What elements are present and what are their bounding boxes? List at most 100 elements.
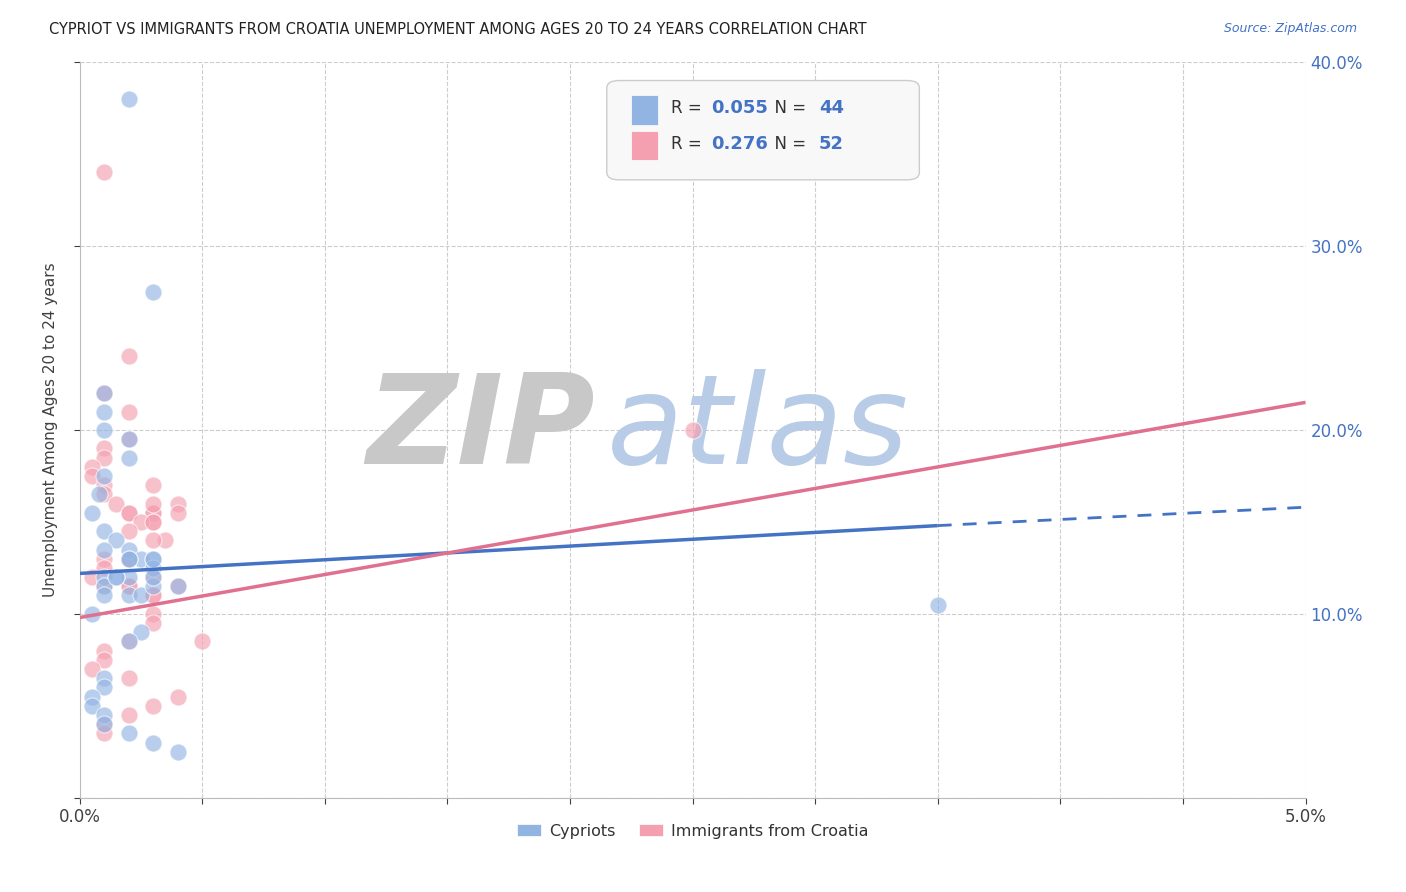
Point xyxy=(118,450,141,465)
Point xyxy=(142,579,165,593)
Point xyxy=(118,432,141,446)
Point xyxy=(93,524,115,538)
Text: Source: ZipAtlas.com: Source: ZipAtlas.com xyxy=(1223,22,1357,36)
Point xyxy=(80,570,103,584)
Text: 44: 44 xyxy=(818,100,844,118)
Point xyxy=(80,459,103,474)
Point xyxy=(80,506,103,520)
Point xyxy=(118,634,141,648)
Point xyxy=(118,506,141,520)
Point xyxy=(142,607,165,621)
Point xyxy=(93,643,115,657)
Point xyxy=(93,442,115,456)
Point xyxy=(129,515,152,529)
Point xyxy=(93,589,115,603)
Point xyxy=(118,92,141,106)
Point xyxy=(118,634,141,648)
Point xyxy=(118,551,141,566)
Point xyxy=(166,579,188,593)
Point xyxy=(142,736,165,750)
Point xyxy=(118,432,141,446)
Point xyxy=(93,717,115,731)
Point xyxy=(89,487,111,501)
Point xyxy=(93,570,115,584)
Point xyxy=(93,681,115,695)
Point xyxy=(118,350,141,364)
Point xyxy=(142,561,165,575)
Point xyxy=(166,745,188,759)
Legend: Cypriots, Immigrants from Croatia: Cypriots, Immigrants from Croatia xyxy=(510,817,875,845)
Text: N =: N = xyxy=(763,100,811,118)
Point xyxy=(93,579,115,593)
Point xyxy=(93,726,115,740)
Text: CYPRIOT VS IMMIGRANTS FROM CROATIA UNEMPLOYMENT AMONG AGES 20 TO 24 YEARS CORREL: CYPRIOT VS IMMIGRANTS FROM CROATIA UNEMP… xyxy=(49,22,868,37)
Point xyxy=(93,653,115,667)
Point xyxy=(142,496,165,510)
Point xyxy=(93,487,115,501)
Point xyxy=(142,551,165,566)
Point xyxy=(118,542,141,557)
Text: 0.276: 0.276 xyxy=(711,135,768,153)
Text: R =: R = xyxy=(671,135,707,153)
Point xyxy=(118,579,141,593)
Point xyxy=(142,698,165,713)
Text: 0.055: 0.055 xyxy=(711,100,768,118)
Point xyxy=(80,469,103,483)
Point xyxy=(142,506,165,520)
Text: N =: N = xyxy=(763,135,811,153)
Point xyxy=(118,524,141,538)
Y-axis label: Unemployment Among Ages 20 to 24 years: Unemployment Among Ages 20 to 24 years xyxy=(44,262,58,598)
Point xyxy=(93,717,115,731)
Point xyxy=(118,726,141,740)
Point xyxy=(142,515,165,529)
Point xyxy=(80,662,103,676)
Point xyxy=(93,404,115,418)
Point xyxy=(142,506,165,520)
Point xyxy=(93,386,115,401)
Point xyxy=(166,506,188,520)
Point xyxy=(93,542,115,557)
Point xyxy=(118,551,141,566)
Point xyxy=(142,285,165,299)
Point xyxy=(142,551,165,566)
Point xyxy=(118,404,141,418)
Point xyxy=(142,570,165,584)
Point xyxy=(118,708,141,723)
Point xyxy=(129,551,152,566)
Point xyxy=(118,570,141,584)
Point xyxy=(129,589,152,603)
Point xyxy=(93,561,115,575)
Text: ZIP: ZIP xyxy=(366,369,595,491)
Point xyxy=(142,478,165,492)
Point xyxy=(93,165,115,179)
Point xyxy=(142,589,165,603)
FancyBboxPatch shape xyxy=(631,130,658,160)
FancyBboxPatch shape xyxy=(607,80,920,180)
Point xyxy=(93,386,115,401)
Point xyxy=(142,570,165,584)
Text: R =: R = xyxy=(671,100,707,118)
Text: atlas: atlas xyxy=(607,369,908,491)
Point xyxy=(80,607,103,621)
FancyBboxPatch shape xyxy=(631,95,658,125)
Text: 52: 52 xyxy=(818,135,844,153)
Point xyxy=(105,533,128,548)
Point xyxy=(118,551,141,566)
Point xyxy=(93,671,115,685)
Point xyxy=(166,690,188,704)
Point xyxy=(80,690,103,704)
Point xyxy=(166,579,188,593)
Point xyxy=(166,496,188,510)
Point xyxy=(682,423,704,437)
Point xyxy=(927,598,949,612)
Point xyxy=(93,551,115,566)
Point xyxy=(105,496,128,510)
Point xyxy=(142,616,165,631)
Point xyxy=(93,478,115,492)
Point xyxy=(142,533,165,548)
Point xyxy=(93,469,115,483)
Point xyxy=(191,634,214,648)
Point xyxy=(129,625,152,640)
Point xyxy=(118,506,141,520)
Point xyxy=(93,450,115,465)
